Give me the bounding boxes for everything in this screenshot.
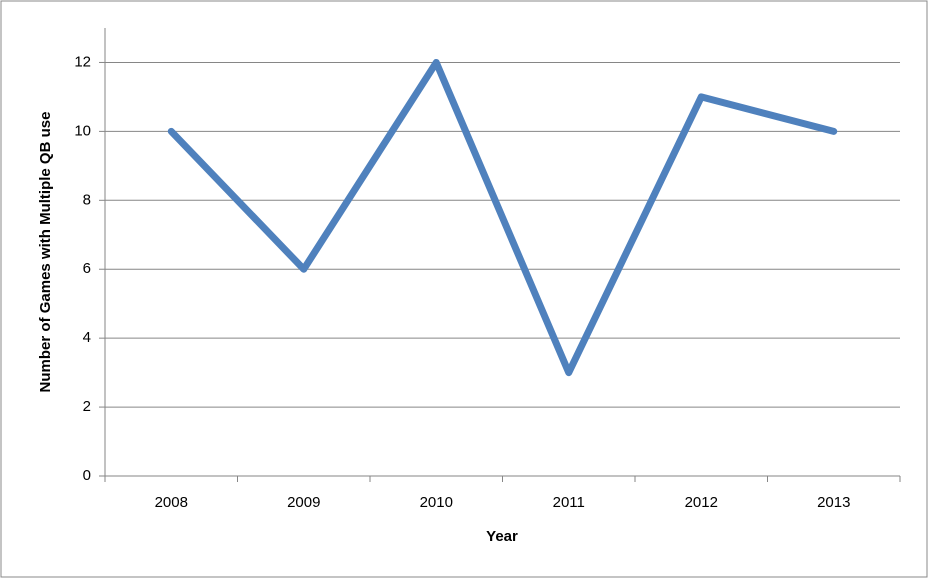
y-axis-label: Number of Games with Multiple QB use bbox=[37, 112, 54, 393]
y-tick-label: 6 bbox=[83, 260, 91, 277]
y-tick-label: 0 bbox=[83, 467, 91, 484]
x-tick-label: 2012 bbox=[685, 494, 718, 511]
y-tick-label: 2 bbox=[83, 398, 91, 415]
x-tick-label: 2011 bbox=[553, 494, 585, 511]
x-tick-label: 2008 bbox=[155, 494, 188, 511]
y-tick-label: 4 bbox=[83, 329, 91, 346]
x-axis-label: Year bbox=[486, 528, 518, 545]
x-tick-label: 2010 bbox=[420, 494, 453, 511]
x-tick-label: 2013 bbox=[817, 494, 850, 511]
y-tick-label: 12 bbox=[74, 53, 91, 70]
x-tick-label: 2009 bbox=[287, 494, 320, 511]
y-tick-label: 10 bbox=[74, 122, 91, 139]
data-line bbox=[167, 58, 838, 377]
y-tick-label: 8 bbox=[83, 191, 91, 208]
